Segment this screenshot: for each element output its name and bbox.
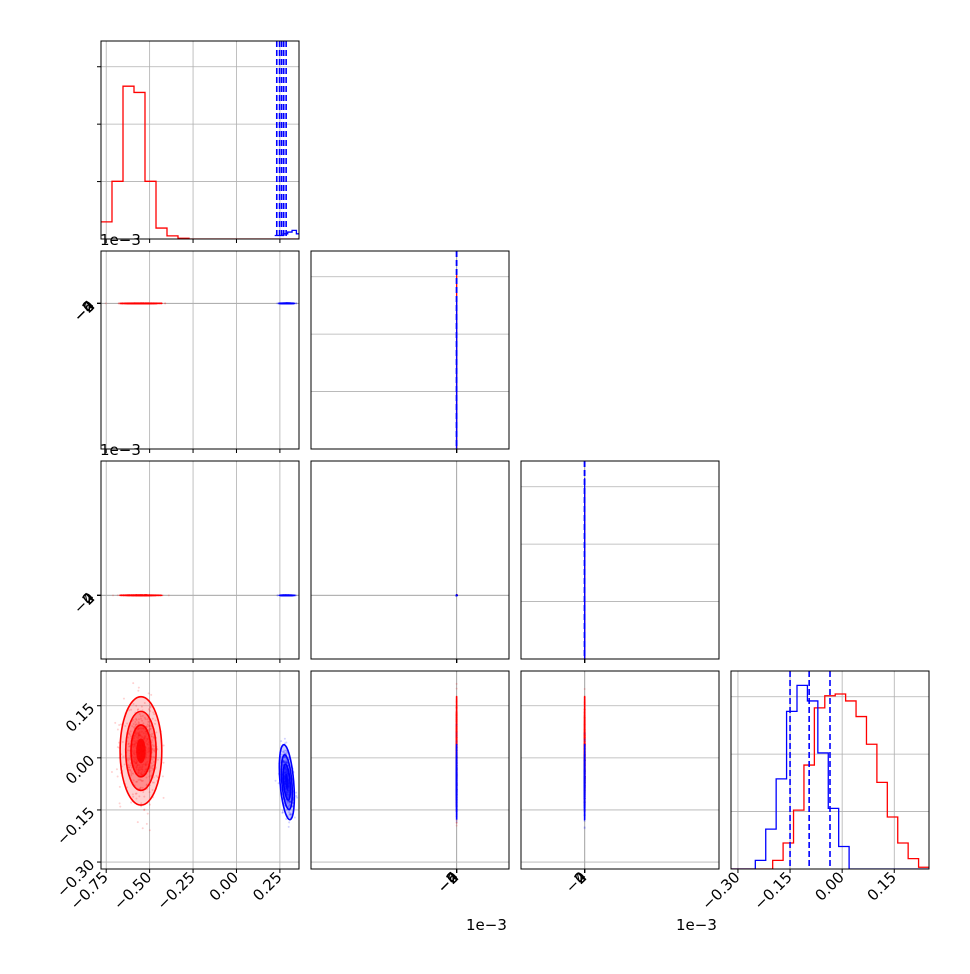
scatter-point — [130, 801, 132, 803]
scatter-point — [285, 818, 287, 820]
scatter-point — [111, 771, 113, 773]
scatter-point — [150, 694, 152, 696]
scatter-point — [149, 804, 151, 806]
scatter-point — [456, 825, 458, 827]
scatter-point — [142, 827, 144, 829]
scatter-point — [284, 738, 286, 740]
x-tick-label: −0.50 — [110, 868, 155, 913]
scatter-point — [456, 683, 458, 685]
scatter-point — [116, 768, 118, 770]
panel-frame — [101, 41, 299, 239]
scatter-point — [112, 594, 114, 596]
scatter-point — [105, 302, 107, 304]
scatter-point — [168, 594, 170, 596]
x-tick-label: 0.00 — [206, 868, 242, 904]
scatter-point — [149, 829, 151, 831]
scatter-point — [143, 809, 145, 811]
scatter-point — [280, 740, 282, 742]
scatter-point — [288, 821, 290, 823]
scatter-point — [276, 594, 278, 596]
scatter-point — [456, 688, 458, 690]
offset-label-col-1: 1e−3 — [466, 916, 507, 934]
y-tick-label: 0.00 — [62, 751, 98, 787]
scatter-point — [119, 802, 121, 804]
scatter-point — [148, 692, 150, 694]
panel-0-0 — [97, 41, 299, 243]
panel-frame — [311, 251, 509, 449]
y-tick-label: 0.15 — [62, 699, 98, 735]
x-tick-label: 0.25 — [249, 868, 285, 904]
density-contour-red — [136, 738, 146, 763]
panel-frame — [101, 251, 299, 449]
scatter-point — [114, 722, 116, 724]
panel-content — [101, 41, 299, 239]
scatter-point — [118, 724, 120, 726]
scatter-point — [123, 698, 125, 700]
scatter-point — [119, 806, 121, 808]
scatter-point — [117, 594, 119, 596]
panel-1-1 — [311, 251, 509, 453]
panel-2-2 — [521, 461, 719, 663]
scatter-point — [288, 826, 290, 828]
panel-frame — [521, 461, 719, 659]
scatter-point — [275, 780, 277, 782]
panel-frame — [311, 461, 509, 659]
scatter-point — [163, 797, 165, 799]
scatter-point — [456, 821, 458, 823]
scatter-point — [294, 816, 296, 818]
scatter-point — [132, 682, 134, 684]
histogram-red — [101, 86, 299, 239]
scatter-point — [137, 821, 139, 823]
panel-2-1 — [311, 461, 509, 663]
scatter-point — [296, 797, 298, 799]
scatter-point — [137, 690, 139, 692]
y-tick-label: −0.15 — [53, 804, 98, 849]
scatter-point — [163, 745, 165, 747]
panel-1-0: −6−4−202 — [70, 251, 299, 453]
scatter-point — [119, 786, 121, 788]
scatter-point — [164, 302, 166, 304]
scatter-point — [163, 762, 165, 764]
scatter-point — [147, 813, 149, 815]
panel-frame — [101, 461, 299, 659]
scatter-point — [281, 812, 283, 814]
x-tick-label: −0.25 — [153, 868, 198, 913]
panel-content — [456, 683, 458, 827]
panel-content — [456, 594, 458, 596]
panel-3-1: −6−4−202 — [311, 671, 509, 897]
scatter-point — [138, 687, 140, 689]
scatter-point — [162, 775, 164, 777]
scatter-point — [117, 728, 119, 730]
scatter-point — [295, 792, 297, 794]
scatter-point — [282, 810, 284, 812]
scatter-point — [146, 823, 148, 825]
scatter-point — [117, 775, 119, 777]
offset-label-col-2: 1e−3 — [676, 916, 717, 934]
panel-content — [111, 682, 298, 831]
scatter-point — [117, 746, 119, 748]
